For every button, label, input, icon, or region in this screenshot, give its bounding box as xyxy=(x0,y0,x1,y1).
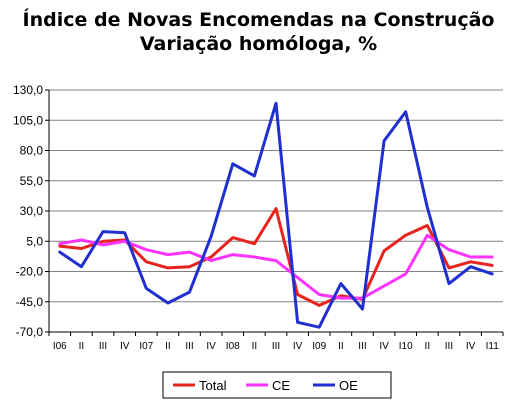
x-tick-label: I08 xyxy=(226,341,240,352)
x-tick-label: IV xyxy=(466,341,476,352)
y-tick-label: -45,0 xyxy=(16,295,44,309)
x-tick-label: II xyxy=(425,341,431,352)
y-tick-label: 105,0 xyxy=(13,113,43,127)
y-tick-label: -70,0 xyxy=(16,325,44,339)
y-tick-label: -20,0 xyxy=(16,265,44,279)
y-tick-label: 130,0 xyxy=(13,83,43,97)
series-line-ce xyxy=(58,233,494,300)
y-tick-label: 80,0 xyxy=(20,144,44,158)
chart-title-block: Índice de Novas Encomendas na Construção… xyxy=(0,8,517,56)
x-tick-label: II xyxy=(338,341,344,352)
legend-label-oe: OE xyxy=(339,378,358,393)
x-tick-label: I07 xyxy=(139,341,153,352)
x-tick-label: II xyxy=(165,341,171,352)
x-tick-label: II xyxy=(79,341,85,352)
x-tick-label: IV xyxy=(206,341,216,352)
series-line-total xyxy=(58,207,494,307)
x-tick-label: III xyxy=(99,341,107,352)
legend-box xyxy=(162,371,392,399)
x-tick-label: III xyxy=(272,341,280,352)
x-tick-label: III xyxy=(185,341,193,352)
x-tick-label: II xyxy=(252,341,258,352)
x-tick-label: IV xyxy=(379,341,389,352)
legend-label-total: Total xyxy=(199,378,227,393)
x-tick-label: III xyxy=(445,341,453,352)
x-tick-label: I06 xyxy=(53,341,67,352)
x-tick-label: IV xyxy=(120,341,130,352)
x-tick-label: III xyxy=(358,341,366,352)
chart-subtitle: Variação homóloga, % xyxy=(139,33,378,55)
x-tick-label: IV xyxy=(293,341,303,352)
chart-title: Índice de Novas Encomendas na Construção xyxy=(22,9,495,31)
series-line-oe xyxy=(58,101,494,329)
legend-label-ce: CE xyxy=(272,378,290,393)
x-tick-label: I10 xyxy=(399,341,413,352)
y-tick-label: 55,0 xyxy=(20,174,44,188)
y-tick-label: 5,0 xyxy=(26,234,43,248)
x-tick-label: I09 xyxy=(312,341,326,352)
y-tick-label: 30,0 xyxy=(20,204,44,218)
x-tick-label: I11 xyxy=(486,341,500,352)
